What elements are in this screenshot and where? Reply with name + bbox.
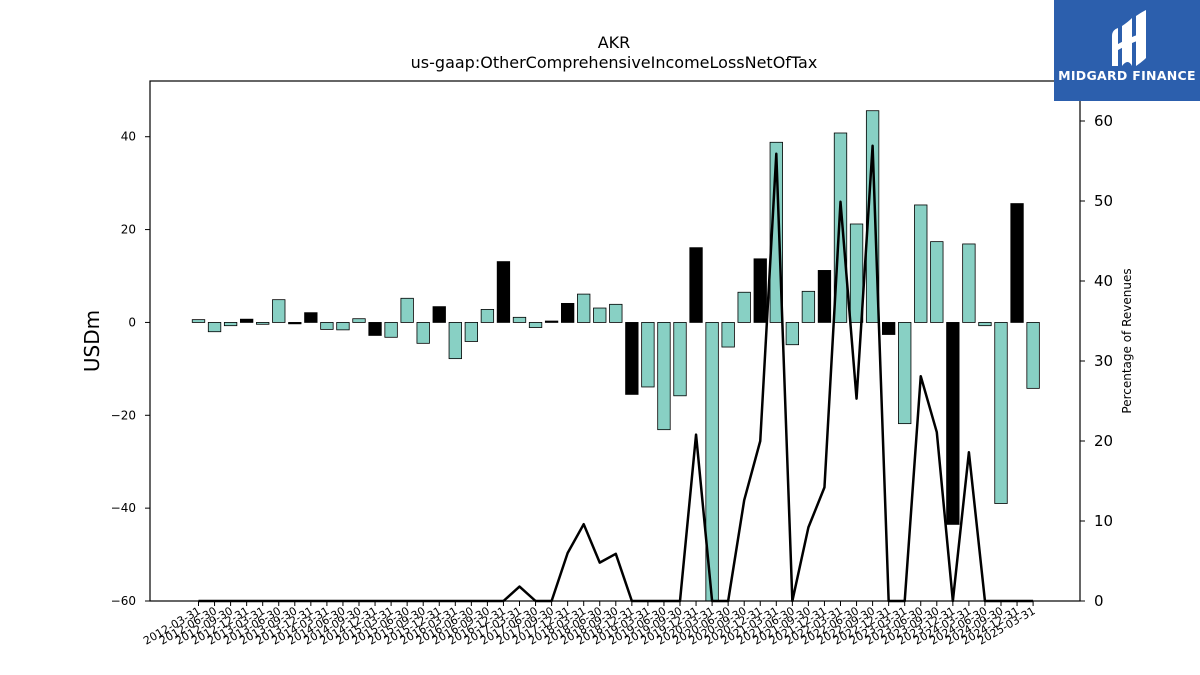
bar [577, 293, 591, 323]
bar [817, 270, 832, 323]
bar [978, 322, 992, 327]
bar [272, 299, 286, 323]
y-axis-label: USDm [80, 310, 104, 372]
bar [882, 322, 896, 335]
bar [239, 318, 254, 323]
bar [625, 322, 639, 395]
midgard-logo-icon [1112, 10, 1146, 66]
bar-series [191, 110, 1040, 602]
y2-tick-label: 30 [1094, 352, 1113, 370]
bar [368, 322, 382, 336]
bar [400, 297, 414, 323]
bar [384, 322, 398, 338]
bar [849, 223, 864, 323]
y2-tick-label: 0 [1094, 592, 1104, 610]
bar [737, 291, 751, 323]
chart-subtitle: us-gaap:OtherComprehensiveIncomeLossNetO… [411, 53, 818, 72]
bar [721, 322, 735, 348]
bar [657, 322, 671, 431]
y-tick-label: 0 [128, 315, 136, 329]
bar [898, 322, 912, 425]
y2-tick-label: 60 [1094, 112, 1113, 130]
y2-axis: 0 10 20 30 40 50 60 [1080, 112, 1113, 610]
logo-text: MIDGARD FINANCE [1058, 68, 1196, 83]
bar [753, 258, 767, 323]
bar [256, 322, 270, 325]
bar [352, 318, 366, 323]
midgard-finance-logo: MIDGARD FINANCE [1054, 0, 1200, 101]
bar [689, 247, 703, 323]
bar [1010, 203, 1024, 323]
y2-tick-label: 40 [1094, 272, 1113, 290]
bar [464, 322, 479, 342]
bar [496, 261, 511, 323]
y2-axis-label: Percentage of Revenues [1120, 268, 1134, 413]
bar [416, 322, 430, 344]
x-axis: 2012-03-312012-06-302012-09-302012-12-31… [141, 601, 1038, 648]
plot-frame [149, 80, 1081, 602]
bar [673, 322, 687, 397]
bar [1026, 322, 1040, 389]
bar [528, 322, 543, 328]
bar [191, 319, 206, 323]
bar [801, 290, 816, 323]
y2-tick-label: 20 [1094, 432, 1113, 450]
bar [336, 322, 350, 331]
y-tick-label: 40 [121, 130, 136, 144]
bar [207, 322, 222, 333]
y-tick-label: −60 [111, 594, 136, 608]
bar [288, 322, 302, 325]
y-tick-label: −20 [111, 408, 136, 422]
bar [320, 322, 334, 330]
y-tick-label: 20 [121, 223, 136, 237]
bar [480, 309, 495, 323]
bar [994, 322, 1008, 504]
y2-tick-label: 10 [1094, 512, 1113, 530]
bar [448, 322, 462, 360]
bar [432, 306, 446, 323]
bar [641, 322, 655, 388]
bar [544, 320, 559, 323]
bar [223, 322, 238, 327]
bar [946, 322, 960, 525]
chart-title: AKR [598, 33, 631, 52]
bar [785, 322, 799, 346]
bar [561, 302, 575, 323]
bar [304, 312, 318, 323]
bar [930, 241, 944, 323]
y-tick-label: −40 [111, 501, 136, 515]
y2-tick-label: 50 [1094, 192, 1113, 210]
bar [609, 303, 623, 323]
y-axis: −60 −40 −20 0 20 40 [111, 130, 150, 608]
bar [962, 243, 976, 323]
bar [512, 316, 527, 323]
bar [593, 307, 607, 323]
bar [914, 204, 928, 323]
